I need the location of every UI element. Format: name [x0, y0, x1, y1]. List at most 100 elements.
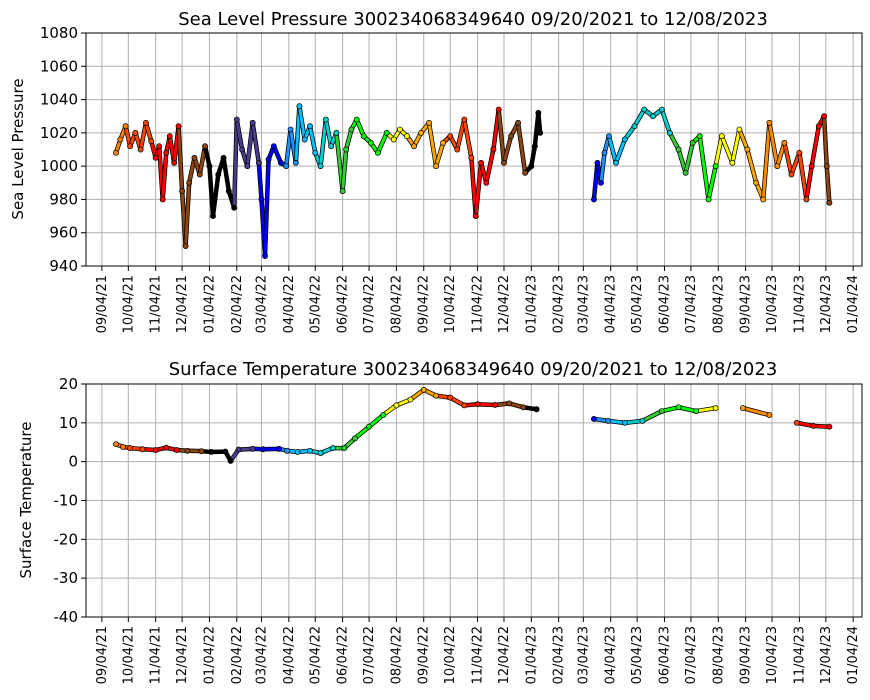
series-segment — [272, 144, 283, 165]
x-tick-label: 12/04/23 — [819, 626, 834, 684]
x-tick-label: 10/04/22 — [443, 275, 458, 333]
data-point — [826, 199, 833, 206]
series-segment — [434, 141, 445, 168]
data-point — [307, 123, 313, 130]
data-point — [641, 106, 648, 113]
x-tick-label: 12/04/23 — [819, 275, 834, 333]
series-segment — [355, 118, 366, 138]
data-point — [766, 119, 773, 126]
data-point — [258, 196, 265, 203]
data-point — [322, 116, 329, 123]
data-point — [352, 435, 358, 442]
y-tick-label: 980 — [49, 190, 78, 208]
series-segment — [536, 111, 542, 135]
data-point — [206, 163, 213, 170]
data-point — [231, 204, 238, 211]
x-tick-label: 01/04/22 — [202, 626, 217, 684]
x-tick-label: 10/04/22 — [443, 626, 458, 684]
x-tick-label: 08/04/23 — [711, 275, 726, 333]
data-point — [191, 154, 198, 161]
data-point — [531, 143, 538, 150]
data-point — [343, 146, 350, 153]
series-segment — [161, 151, 168, 201]
pressure-points — [113, 103, 833, 259]
data-point — [139, 446, 146, 453]
series-segment — [668, 131, 681, 151]
data-point — [292, 159, 299, 166]
series-segment — [745, 148, 758, 185]
data-point — [447, 133, 454, 140]
data-point — [535, 109, 542, 116]
y-tick-label: -20 — [54, 530, 79, 548]
x-tick-label: 06/04/23 — [657, 626, 672, 684]
data-point — [294, 449, 301, 455]
data-point — [127, 143, 134, 150]
x-tick-label: 01/04/24 — [846, 275, 861, 333]
data-point — [328, 143, 335, 150]
x-tick-label: 09/04/23 — [739, 275, 754, 333]
data-point — [520, 404, 527, 411]
x-tick-label: 06/04/23 — [657, 275, 672, 333]
data-point — [239, 146, 246, 153]
data-point — [810, 422, 817, 429]
data-point — [590, 416, 597, 422]
data-point — [605, 417, 611, 424]
series-segment — [502, 134, 513, 165]
series-segment — [607, 134, 618, 165]
data-point — [744, 146, 751, 153]
data-point — [283, 163, 290, 170]
data-point — [490, 146, 497, 153]
data-point — [528, 163, 535, 170]
data-point — [788, 171, 795, 178]
data-point — [693, 408, 700, 415]
data-point — [210, 213, 216, 220]
series-segment — [684, 141, 695, 175]
data-point — [235, 446, 242, 453]
series-segment — [599, 151, 607, 185]
series-segment — [767, 121, 779, 168]
y-tick-label: 1060 — [40, 57, 78, 75]
series-segment — [707, 164, 718, 201]
temperature-ylabel: Surface Temperature — [17, 422, 35, 579]
x-tick-label: 11/04/22 — [471, 626, 486, 684]
data-point — [411, 143, 417, 150]
data-point — [613, 159, 619, 166]
y-tick-label: 1020 — [40, 124, 78, 142]
data-point — [478, 159, 485, 166]
data-point — [390, 136, 397, 143]
series-segment — [640, 409, 664, 423]
series-segment — [677, 405, 698, 413]
data-point — [152, 154, 159, 161]
data-point — [501, 159, 507, 166]
data-point — [215, 171, 222, 178]
data-point — [736, 126, 743, 133]
data-point — [796, 149, 803, 156]
data-point — [163, 149, 170, 156]
series-segment — [825, 164, 831, 205]
temperature-x-ticks: 09/04/21 10/04/21 11/04/21 12/04/21 01/04/22… — [95, 617, 861, 684]
series-segment — [660, 108, 672, 135]
data-point — [265, 156, 272, 163]
data-point — [461, 116, 468, 123]
data-point — [184, 447, 191, 454]
data-point — [506, 400, 513, 407]
x-tick-label: 11/04/21 — [149, 626, 164, 684]
data-point — [440, 139, 447, 146]
series-segment — [263, 157, 271, 258]
data-point — [122, 123, 129, 130]
data-point — [284, 447, 291, 454]
data-point — [461, 402, 468, 409]
x-tick-label: 03/04/23 — [576, 626, 591, 684]
series-segment — [804, 164, 814, 201]
x-tick-label: 11/04/23 — [792, 626, 807, 684]
y-tick-label: 20 — [59, 375, 78, 393]
x-tick-label: 11/04/21 — [149, 275, 164, 333]
data-point — [159, 196, 166, 203]
series-segment — [319, 118, 328, 168]
data-point — [179, 188, 186, 195]
data-point — [227, 457, 234, 464]
x-tick-label: 02/04/22 — [230, 275, 245, 333]
data-point — [255, 159, 262, 166]
y-tick-label: 940 — [49, 257, 78, 275]
data-point — [120, 443, 126, 450]
